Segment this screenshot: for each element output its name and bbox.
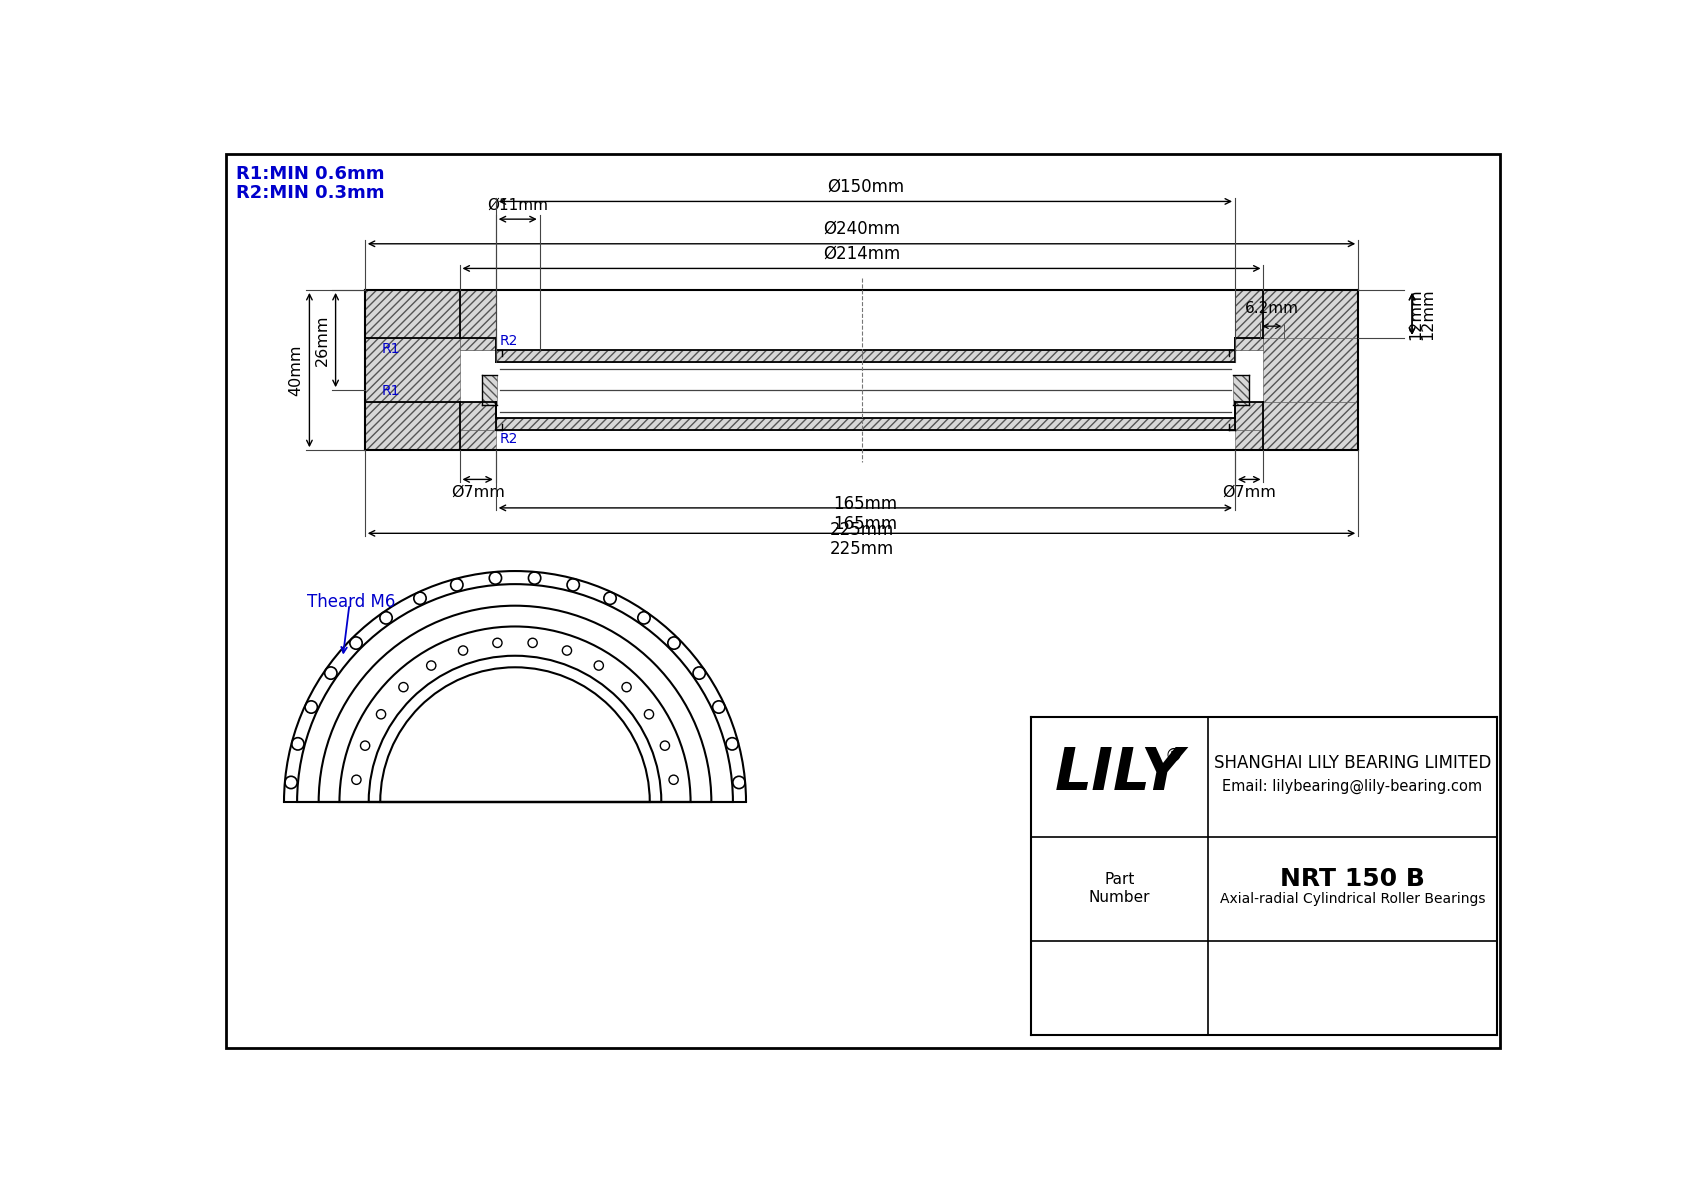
Text: R2:MIN 0.3mm: R2:MIN 0.3mm: [236, 183, 384, 201]
Text: Ø11mm: Ø11mm: [487, 198, 549, 213]
Polygon shape: [460, 403, 495, 430]
Text: LILY: LILY: [1054, 744, 1184, 802]
Polygon shape: [1234, 403, 1263, 430]
Text: Ø7mm: Ø7mm: [451, 485, 505, 500]
Text: Ø150mm: Ø150mm: [827, 177, 904, 195]
Polygon shape: [495, 350, 1234, 362]
Text: 6.2mm: 6.2mm: [1244, 301, 1298, 316]
Text: 26mm: 26mm: [315, 314, 330, 366]
Text: NRT 150 B: NRT 150 B: [1280, 867, 1425, 891]
Text: Ø214mm: Ø214mm: [823, 244, 901, 262]
Text: Ø7mm: Ø7mm: [1223, 485, 1276, 500]
Polygon shape: [482, 375, 497, 405]
Text: R1: R1: [382, 342, 401, 356]
Polygon shape: [460, 338, 495, 350]
Text: 165mm: 165mm: [834, 515, 898, 532]
Polygon shape: [365, 403, 460, 450]
Polygon shape: [1263, 338, 1359, 403]
Text: 40mm: 40mm: [288, 344, 303, 395]
Text: 12mm: 12mm: [1408, 288, 1423, 339]
Text: Theard M6: Theard M6: [306, 593, 396, 611]
Polygon shape: [1263, 289, 1359, 338]
Text: ®: ®: [1164, 747, 1182, 765]
Polygon shape: [460, 430, 495, 450]
Text: Axial-radial Cylindrical Roller Bearings: Axial-radial Cylindrical Roller Bearings: [1219, 892, 1485, 906]
Polygon shape: [1233, 375, 1250, 405]
Text: 12mm: 12mm: [1420, 288, 1435, 339]
Text: 225mm: 225mm: [830, 541, 894, 559]
Text: 165mm: 165mm: [834, 495, 898, 513]
Text: Part
Number: Part Number: [1090, 873, 1150, 905]
Polygon shape: [1234, 338, 1263, 350]
Polygon shape: [1234, 430, 1263, 450]
Polygon shape: [1234, 289, 1263, 350]
Polygon shape: [365, 289, 460, 338]
Text: R1:MIN 0.6mm: R1:MIN 0.6mm: [236, 166, 384, 183]
Text: R1: R1: [382, 384, 401, 398]
Text: Ø240mm: Ø240mm: [823, 219, 899, 238]
Text: Email: lilybearing@lily-bearing.com: Email: lilybearing@lily-bearing.com: [1223, 779, 1482, 794]
Polygon shape: [495, 418, 1234, 430]
Text: SHANGHAI LILY BEARING LIMITED: SHANGHAI LILY BEARING LIMITED: [1214, 754, 1490, 772]
Text: R2: R2: [500, 333, 519, 348]
Polygon shape: [365, 338, 460, 403]
Text: 225mm: 225mm: [830, 520, 894, 538]
Text: R2: R2: [500, 432, 519, 447]
Polygon shape: [460, 289, 495, 350]
Polygon shape: [1263, 403, 1359, 450]
